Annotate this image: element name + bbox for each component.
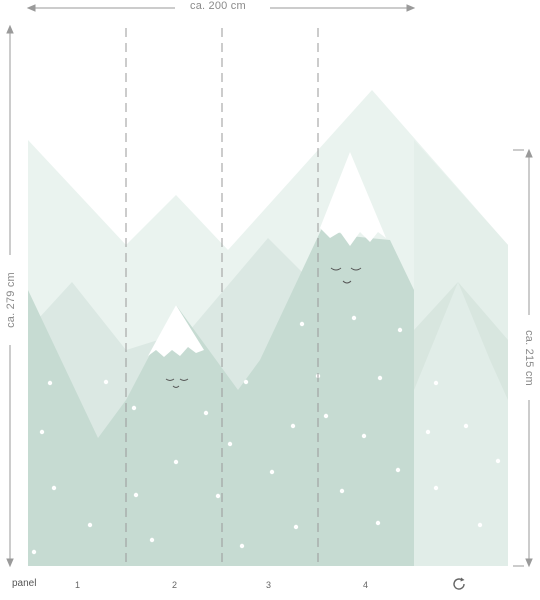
height-label-left: ca. 279 cm (5, 272, 17, 328)
face-large (330, 267, 362, 284)
height-dimension-right (513, 148, 533, 568)
snow-cap-large (320, 152, 386, 246)
width-label: ca. 200 cm (190, 0, 246, 12)
snow-cap-small (148, 305, 204, 357)
rotate-icon[interactable] (451, 576, 467, 592)
width-dimension (26, 4, 416, 12)
face-small (165, 378, 189, 388)
snow-dots (31, 315, 501, 555)
height-label-right: ca. 215 cm (523, 330, 535, 386)
panel-number-3[interactable]: 3 (266, 580, 272, 590)
height-dimension-left (6, 24, 14, 568)
panel-number-4[interactable]: 4 (363, 580, 369, 590)
mountain-front-right (414, 282, 508, 566)
panel-number-2[interactable]: 2 (172, 580, 178, 590)
panel-word: panel (12, 578, 37, 589)
panel-number-1[interactable]: 1 (75, 580, 81, 590)
